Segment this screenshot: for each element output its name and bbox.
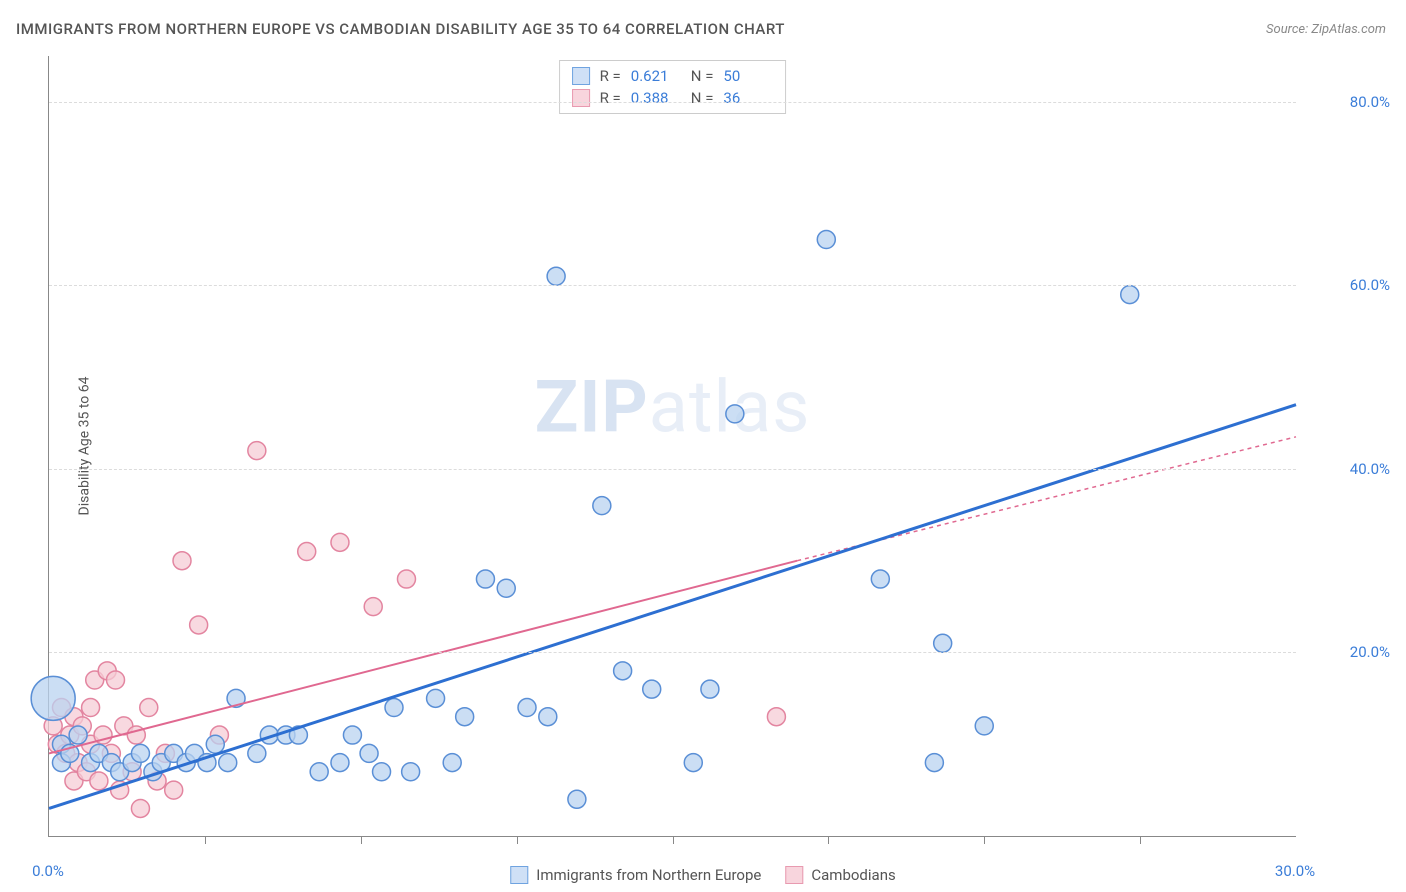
y-tick-label: 20.0%	[1350, 643, 1390, 661]
scatter-point-blue	[975, 717, 993, 735]
scatter-point-blue	[69, 726, 87, 744]
scatter-point-blue	[219, 754, 237, 772]
scatter-point-blue	[568, 790, 586, 808]
scatter-point-blue	[248, 744, 266, 762]
scatter-point-blue	[925, 754, 943, 772]
scatter-point-pink	[767, 708, 785, 726]
scatter-point-pink	[82, 699, 100, 717]
scatter-point-blue	[331, 754, 349, 772]
scatter-point-blue	[343, 726, 361, 744]
scatter-point-blue	[373, 763, 391, 781]
scatter-point-blue	[402, 763, 420, 781]
scatter-point-pink	[364, 598, 382, 616]
scatter-point-pink	[331, 533, 349, 551]
legend-item-pink: Cambodians	[785, 866, 895, 884]
x-tick	[673, 836, 674, 844]
x-tick	[828, 836, 829, 844]
scatter-plot-svg	[49, 56, 1296, 836]
scatter-point-blue	[206, 735, 224, 753]
scatter-point-pink	[140, 699, 158, 717]
legend-label-blue: Immigrants from Northern Europe	[536, 866, 761, 884]
grid-line	[49, 102, 1296, 103]
scatter-point-pink	[248, 442, 266, 460]
scatter-point-blue	[547, 267, 565, 285]
chart-title: IMMIGRANTS FROM NORTHERN EUROPE VS CAMBO…	[16, 20, 785, 38]
scatter-point-blue	[643, 680, 661, 698]
x-tick	[1140, 836, 1141, 844]
scatter-point-blue	[385, 699, 403, 717]
scatter-point-blue	[456, 708, 474, 726]
scatter-point-blue	[539, 708, 557, 726]
scatter-point-blue	[427, 689, 445, 707]
legend-item-blue: Immigrants from Northern Europe	[510, 866, 761, 884]
grid-line	[49, 285, 1296, 286]
scatter-point-blue	[360, 744, 378, 762]
x-tick-label: 30.0%	[1275, 862, 1315, 880]
trend-line-blue	[49, 405, 1296, 809]
bottom-legend: Immigrants from Northern Europe Cambodia…	[510, 866, 895, 884]
scatter-point-blue	[518, 699, 536, 717]
x-tick-label: 0.0%	[32, 862, 64, 880]
scatter-point-blue	[497, 579, 515, 597]
x-tick	[984, 836, 985, 844]
scatter-point-blue	[443, 754, 461, 772]
scatter-point-pink	[165, 781, 183, 799]
swatch-pink	[785, 866, 803, 884]
scatter-point-blue	[31, 676, 75, 720]
scatter-point-blue	[934, 634, 952, 652]
y-tick-label: 60.0%	[1350, 276, 1390, 294]
chart-plot-area: ZIPatlas R = 0.621 N = 50 R = 0.388 N = …	[48, 56, 1296, 837]
scatter-point-pink	[107, 671, 125, 689]
scatter-point-blue	[817, 231, 835, 249]
scatter-point-blue	[1121, 286, 1139, 304]
scatter-point-blue	[726, 405, 744, 423]
scatter-point-blue	[614, 662, 632, 680]
scatter-point-blue	[684, 754, 702, 772]
grid-line	[49, 469, 1296, 470]
scatter-point-pink	[131, 799, 149, 817]
trend-line-pink	[49, 561, 797, 754]
y-tick-label: 40.0%	[1350, 460, 1390, 478]
source-label: Source: ZipAtlas.com	[1266, 22, 1386, 37]
scatter-point-blue	[310, 763, 328, 781]
scatter-point-blue	[131, 744, 149, 762]
scatter-point-blue	[871, 570, 889, 588]
scatter-point-pink	[298, 543, 316, 561]
swatch-blue	[510, 866, 528, 884]
x-tick	[517, 836, 518, 844]
scatter-point-pink	[397, 570, 415, 588]
x-tick	[205, 836, 206, 844]
scatter-point-pink	[173, 552, 191, 570]
scatter-point-pink	[90, 772, 108, 790]
scatter-point-blue	[701, 680, 719, 698]
y-tick-label: 80.0%	[1350, 93, 1390, 111]
grid-line	[49, 652, 1296, 653]
x-tick	[361, 836, 362, 844]
scatter-point-pink	[190, 616, 208, 634]
scatter-point-blue	[476, 570, 494, 588]
legend-label-pink: Cambodians	[811, 866, 895, 884]
scatter-point-blue	[593, 497, 611, 515]
